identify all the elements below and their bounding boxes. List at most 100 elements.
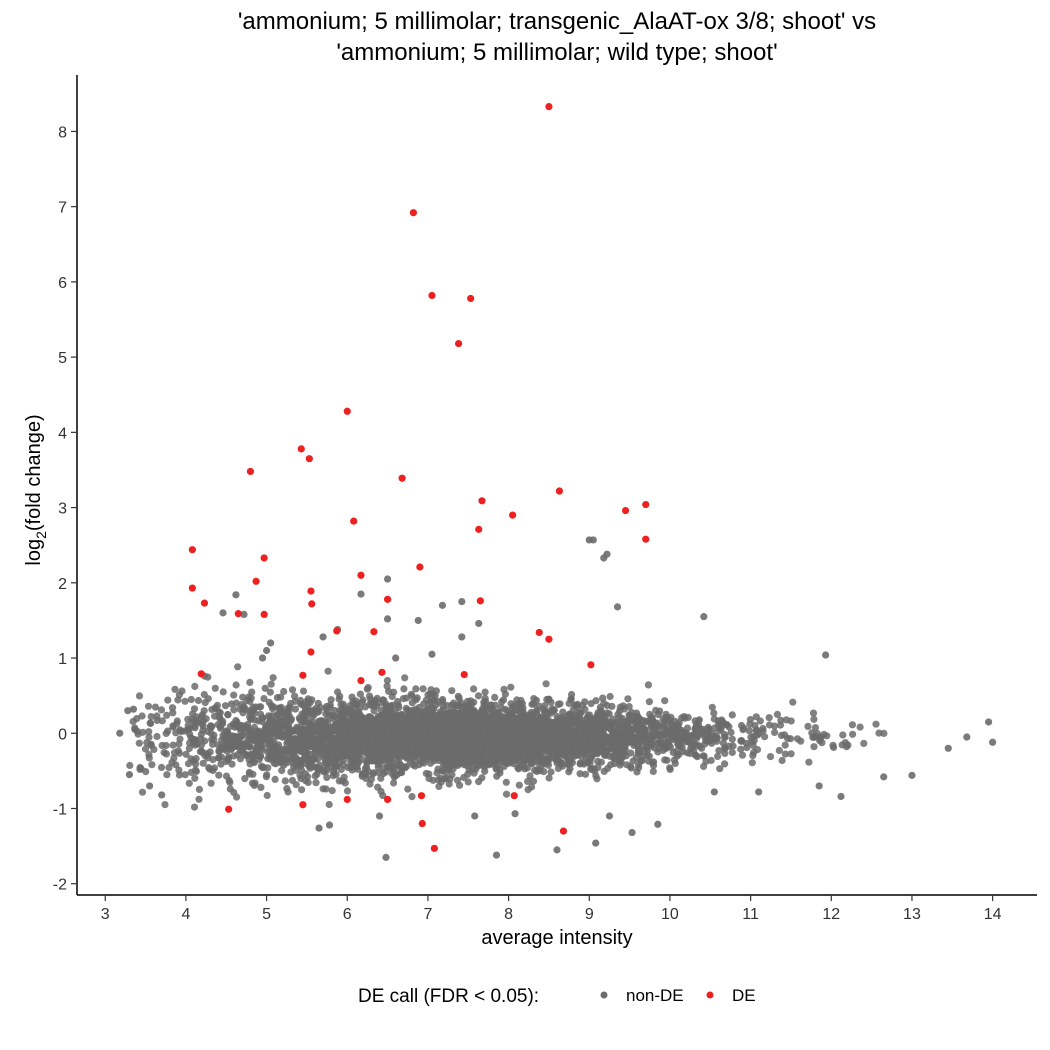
data-point-non-de <box>655 730 663 739</box>
y-tick-label: 5 <box>58 350 67 367</box>
y-tick-label: 2 <box>58 576 67 593</box>
data-point-non-de <box>622 740 630 748</box>
data-point-non-de <box>759 724 767 733</box>
data-point-non-de <box>535 702 543 710</box>
data-point-non-de <box>288 728 296 736</box>
data-point-non-de <box>148 761 156 769</box>
data-point-de <box>188 584 196 592</box>
data-point-non-de <box>438 721 446 729</box>
data-point-non-de <box>810 743 818 751</box>
data-point-non-de <box>438 601 447 609</box>
data-point-non-de <box>501 690 509 698</box>
data-point-non-de <box>364 684 372 692</box>
data-point-non-de <box>181 727 189 735</box>
data-point-non-de <box>743 744 751 752</box>
data-point-non-de <box>292 781 300 789</box>
data-point-de <box>383 795 392 804</box>
data-point-non-de <box>494 751 502 760</box>
data-point-non-de <box>470 744 478 752</box>
data-point-de <box>370 628 378 636</box>
data-point-non-de <box>829 741 837 749</box>
x-tick-label: 3 <box>101 906 110 923</box>
data-point-non-de <box>554 764 562 773</box>
data-point-non-de <box>348 693 356 701</box>
data-point-non-de <box>510 748 518 756</box>
data-point-de <box>545 102 553 111</box>
data-point-non-de <box>651 744 659 752</box>
x-tick-label: 7 <box>423 906 432 923</box>
data-point-non-de <box>224 756 232 764</box>
data-point-non-de <box>708 703 716 711</box>
data-point-non-de <box>298 786 306 794</box>
data-point-non-de <box>678 744 686 752</box>
data-point-non-de <box>728 748 736 757</box>
y-tick-label: 7 <box>58 200 67 217</box>
data-point-non-de <box>645 698 654 706</box>
data-point-non-de <box>640 738 648 746</box>
data-point-non-de <box>627 763 635 771</box>
data-point-non-de <box>654 820 662 828</box>
data-point-non-de <box>516 726 524 734</box>
data-point-non-de <box>586 760 594 768</box>
data-point-non-de <box>238 701 246 709</box>
data-point-non-de <box>811 724 820 732</box>
data-point-non-de <box>440 731 448 739</box>
data-point-non-de <box>481 767 489 775</box>
data-point-non-de <box>492 713 500 721</box>
data-point-non-de <box>587 765 595 773</box>
data-point-non-de <box>246 678 254 687</box>
data-point-non-de <box>281 777 289 785</box>
data-point-non-de <box>194 696 203 705</box>
data-point-non-de <box>131 725 139 734</box>
data-point-non-de <box>745 727 753 735</box>
data-point-non-de <box>291 705 300 713</box>
data-point-non-de <box>161 801 169 809</box>
data-point-non-de <box>273 730 281 739</box>
data-point-non-de <box>545 774 553 782</box>
data-point-non-de <box>556 725 564 733</box>
data-point-non-de <box>267 639 275 647</box>
data-point-non-de <box>575 709 583 717</box>
data-point-non-de <box>361 731 370 740</box>
data-point-non-de <box>309 718 317 726</box>
data-point-non-de <box>279 745 288 754</box>
data-point-non-de <box>169 741 177 749</box>
data-point-non-de <box>325 800 333 809</box>
data-point-non-de <box>160 748 168 757</box>
x-tick-label: 9 <box>585 906 594 923</box>
data-point-non-de <box>737 745 745 753</box>
data-point-non-de <box>385 687 393 695</box>
data-point-non-de <box>234 663 242 671</box>
data-point-non-de <box>696 725 704 733</box>
data-point-non-de <box>690 733 699 741</box>
data-point-non-de <box>198 711 206 719</box>
x-axis-ticks: 3 4 5 6 7 8 9 10 11 12 13 14 <box>101 895 1002 923</box>
chart-title-line-1: 'ammonium; 5 millimolar; transgenic_AlaA… <box>238 8 876 35</box>
data-point-non-de <box>746 720 754 728</box>
data-point-non-de <box>377 787 385 796</box>
data-point-non-de <box>203 727 211 736</box>
data-point-non-de <box>242 705 250 714</box>
data-point-non-de <box>502 790 511 798</box>
data-point-non-de <box>192 755 200 763</box>
data-point-non-de <box>239 693 247 701</box>
data-point-non-de <box>477 761 485 769</box>
data-point-non-de <box>777 731 786 740</box>
data-point-non-de <box>624 695 632 703</box>
data-point-non-de <box>507 683 515 691</box>
data-point-de <box>343 407 351 415</box>
data-point-non-de <box>659 746 667 755</box>
data-point-non-de <box>399 695 407 703</box>
data-point-non-de <box>554 720 562 728</box>
data-point-non-de <box>499 719 507 727</box>
y-tick-label: 4 <box>58 425 67 442</box>
data-point-non-de <box>578 739 586 747</box>
data-point-non-de <box>616 703 625 711</box>
data-point-non-de <box>365 701 374 709</box>
data-point-non-de <box>253 746 261 755</box>
data-point-non-de <box>381 717 389 725</box>
data-point-non-de <box>848 721 857 729</box>
data-point-non-de <box>175 766 183 774</box>
data-point-de <box>343 795 351 804</box>
data-point-non-de <box>700 613 708 621</box>
